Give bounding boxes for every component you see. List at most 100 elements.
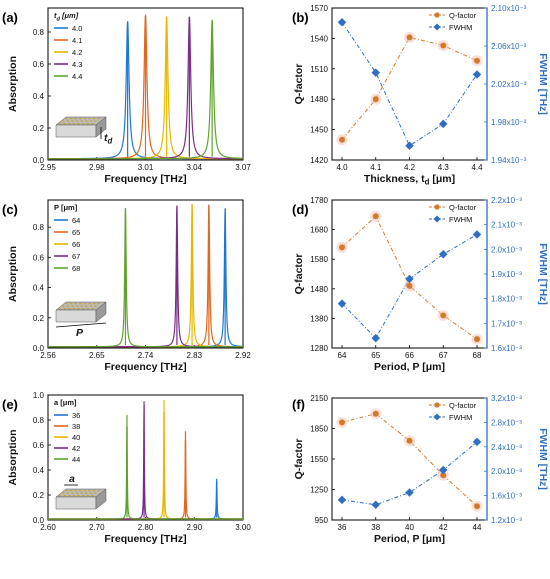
fwhm-point	[371, 68, 380, 77]
q-factor-point	[474, 336, 480, 343]
resonator-element	[89, 305, 92, 307]
resonator-element	[70, 303, 73, 305]
x-tick-label: 2.95	[40, 163, 56, 172]
y-tick-label: 1580	[310, 255, 328, 264]
resonator-element	[59, 123, 62, 125]
y-axis-label: Q-factor	[293, 64, 305, 105]
q-factor-point	[474, 503, 480, 510]
y-tick-label: 1780	[310, 196, 328, 205]
x-axis-label: Period, P [μm]	[374, 361, 445, 373]
resonator-element	[83, 118, 86, 120]
resonator-element	[93, 303, 96, 305]
legend-marker	[434, 12, 440, 18]
resonator-element	[91, 495, 94, 497]
q-factor-point	[339, 244, 345, 251]
resonator-element	[79, 118, 82, 120]
y-axis-label: Absorption	[7, 56, 19, 112]
x-tick-label: 40	[405, 523, 414, 532]
resonator-element	[65, 490, 68, 492]
legend-label: FWHM	[449, 23, 472, 32]
resonator-element	[62, 305, 65, 307]
legend-label: Q-factor	[449, 11, 477, 20]
x-tick-label: 4.3	[438, 163, 450, 172]
x-tick-label: 2.74	[138, 351, 154, 360]
y2-tick-label: 1.2x10⁻³	[491, 516, 522, 525]
resonator-element	[59, 495, 62, 497]
resonator-element	[62, 492, 65, 494]
legend-label: 66	[72, 240, 80, 249]
y-tick-label: 0.0	[33, 516, 45, 525]
q-factor-point	[339, 136, 345, 143]
resonator-element	[88, 303, 91, 305]
resonator-element	[94, 305, 97, 307]
resonator-element	[86, 495, 89, 497]
fwhm-point	[472, 437, 482, 447]
fwhm-point	[337, 495, 347, 505]
y2-tick-label: 2.0x10⁻³	[491, 467, 522, 476]
fwhm-point	[371, 333, 380, 343]
y2-tick-label: 2.06x10⁻³	[491, 42, 527, 51]
resonator-element	[97, 118, 100, 120]
resonator-element	[86, 308, 89, 310]
y-tick-label: 1480	[310, 95, 328, 104]
x-tick-label: 38	[371, 523, 380, 532]
legend-label: 4.4	[72, 72, 82, 81]
legend-label: 68	[72, 264, 80, 273]
y-tick-label: 0.2	[33, 491, 45, 500]
inset-label: P	[76, 327, 84, 339]
y2-tick-label: 1.9x10⁻³	[491, 270, 522, 279]
resonator-element	[76, 120, 79, 122]
x-tick-label: 3.00	[235, 523, 251, 532]
resonator-element	[71, 120, 74, 122]
period-marker	[55, 322, 107, 328]
resonator-element	[71, 492, 74, 494]
y-tick-label: 1550	[310, 455, 328, 464]
resonator-element	[72, 308, 75, 310]
slab-front	[55, 496, 97, 510]
resonator-element	[94, 120, 97, 122]
y-axis-label: Q-factor	[293, 254, 305, 295]
panel-label: (d)	[292, 202, 309, 217]
y2-tick-label: 2.8x10⁻³	[491, 418, 522, 427]
y2-axis-label: FWHM [THz]	[537, 53, 549, 115]
resonator-element	[77, 308, 80, 310]
q-factor-point	[339, 419, 345, 426]
y2-axis-label: FWHM [THz]	[537, 243, 549, 305]
fwhm-point	[472, 70, 482, 79]
q-factor-point	[440, 472, 447, 479]
resonator-element	[66, 305, 69, 307]
x-tick-label: 68	[473, 351, 482, 360]
legend-label: 38	[72, 422, 80, 431]
fwhm-point	[439, 119, 448, 129]
legend-title: td [μm]	[54, 11, 79, 23]
y2-tick-label: 3.2x10⁻³	[491, 394, 522, 403]
slab-side	[95, 488, 107, 510]
x-tick-label: 3.04	[186, 163, 202, 172]
y2-tick-label: 2.4x10⁻³	[491, 443, 522, 452]
resonator-element	[70, 118, 73, 120]
slab-front	[55, 309, 97, 323]
fwhm-line	[341, 234, 478, 339]
panel-b: 4.0 4.1 4.2 4.3 4.4 1420 1450 1480 1510 1540 1570 1…	[293, 4, 549, 187]
resonator-element	[85, 120, 88, 122]
y-axis-label: Absorption	[7, 246, 19, 302]
q-factor-point	[440, 42, 447, 49]
y-tick-label: 2150	[310, 394, 328, 403]
resonator-element	[79, 490, 82, 492]
y-tick-label: 1380	[310, 314, 328, 323]
fwhm-point	[337, 18, 347, 27]
legend-label: 36	[72, 411, 80, 420]
resonator-element	[82, 308, 85, 310]
fwhm-point	[472, 230, 482, 239]
y-tick-label: 1250	[310, 486, 328, 495]
y-tick-label: 1850	[310, 425, 328, 434]
y-axis-label: Q-factor	[293, 439, 305, 480]
resonator-element	[76, 305, 79, 307]
y-axis-label: Absorption	[7, 430, 19, 486]
y-tick-label: 0.0	[33, 344, 45, 353]
y-tick-label: 0.8	[33, 223, 45, 232]
resonator-element	[77, 123, 80, 125]
y-tick-label: 0.8	[33, 28, 45, 37]
legend-label: 40	[72, 433, 80, 442]
y-tick-label: 1680	[310, 226, 328, 235]
